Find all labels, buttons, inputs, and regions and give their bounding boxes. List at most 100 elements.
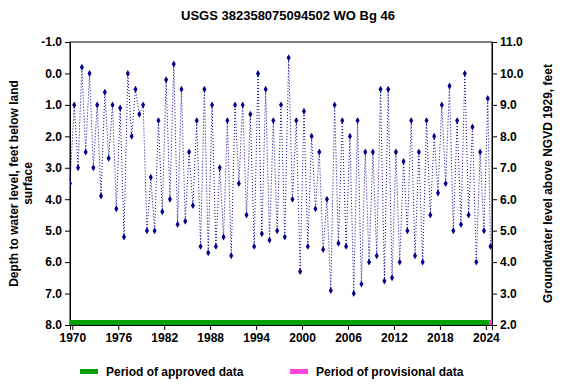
- tick-mark: [486, 325, 487, 330]
- tick-label: 2.0: [500, 318, 517, 332]
- tick: 9.0: [492, 98, 517, 112]
- tick-mark: [65, 42, 70, 43]
- data-point: [237, 180, 241, 187]
- data-point: [317, 149, 321, 156]
- y2-axis-title: Groundwater level above NGVD 1929, feet: [541, 64, 555, 303]
- data-point: [348, 133, 352, 140]
- data-point: [91, 164, 95, 171]
- tick: 3.0: [492, 287, 517, 301]
- tick-label: -1.0: [41, 35, 62, 49]
- tick-label: 1988: [197, 331, 224, 345]
- tick: 10.0: [492, 67, 524, 81]
- data-point: [356, 117, 360, 124]
- data-point: [329, 287, 333, 294]
- data-point: [268, 237, 272, 244]
- data-point: [199, 243, 203, 250]
- data-point: [130, 133, 134, 140]
- data-point: [425, 117, 429, 124]
- tick-label: 3.0: [500, 287, 517, 301]
- data-point: [474, 259, 478, 266]
- y-axis-title-line: Depth to water level, feet below land: [7, 80, 21, 287]
- data-point: [126, 70, 130, 77]
- data-point: [275, 227, 279, 234]
- y-axis-title-line: surface: [21, 162, 35, 205]
- data-point: [70, 180, 72, 187]
- tick-mark: [492, 42, 497, 43]
- tick: 1.0: [45, 98, 70, 112]
- tick-label: 2.0: [45, 130, 62, 144]
- data-point: [191, 202, 195, 209]
- data-point: [310, 133, 314, 140]
- series-line: [70, 58, 490, 294]
- tick-mark: [65, 136, 70, 137]
- y2-axis: 2.03.04.05.06.07.08.09.010.011.0: [492, 35, 524, 332]
- y-axis-title: Depth to water level, feet below landsur…: [7, 80, 35, 287]
- data-point: [88, 70, 92, 77]
- tick: 1988: [197, 325, 224, 345]
- period-bar: [70, 320, 490, 325]
- tick: 7.0: [492, 161, 517, 175]
- tick-mark: [394, 325, 395, 330]
- data-point: [375, 252, 379, 259]
- data-point: [478, 149, 482, 156]
- tick-mark: [256, 325, 257, 330]
- tick: 1970: [59, 325, 86, 345]
- tick: 1994: [243, 325, 270, 345]
- data-point: [103, 89, 107, 96]
- data-point: [107, 155, 111, 162]
- tick: 2012: [381, 325, 408, 345]
- tick-mark: [440, 325, 441, 330]
- data-point: [260, 230, 264, 237]
- tick-mark: [492, 294, 497, 295]
- tick-label: 1982: [151, 331, 178, 345]
- data-point: [432, 133, 436, 140]
- data-point: [222, 233, 226, 240]
- tick-label: 7.0: [45, 287, 62, 301]
- tick-label: 8.0: [45, 318, 62, 332]
- data-point: [172, 61, 176, 68]
- data-point: [379, 86, 383, 93]
- data-point: [409, 117, 413, 124]
- tick-mark: [492, 105, 497, 106]
- data-point: [294, 117, 298, 124]
- tick-mark: [492, 199, 497, 200]
- tick: 2.0: [492, 318, 517, 332]
- data-point: [145, 227, 149, 234]
- plot-frame: [70, 42, 492, 325]
- data-point: [264, 86, 268, 93]
- tick-label: 6.0: [45, 255, 62, 269]
- data-point: [122, 233, 126, 240]
- data-point: [405, 227, 409, 234]
- data-point: [455, 117, 459, 124]
- tick-label: 5.0: [45, 224, 62, 238]
- tick-mark: [492, 73, 497, 74]
- tick: 0.0: [45, 67, 70, 81]
- data-point: [298, 268, 302, 275]
- data-point: [72, 101, 76, 108]
- tick-label: 2006: [335, 331, 362, 345]
- data-point: [195, 117, 199, 124]
- data-point: [241, 101, 245, 108]
- data-point: [340, 117, 344, 124]
- data-point: [118, 105, 122, 112]
- data-point: [279, 101, 283, 108]
- data-point: [133, 86, 137, 93]
- tick: 2.0: [45, 130, 70, 144]
- data-point: [428, 211, 432, 218]
- data-point: [233, 101, 237, 108]
- data-point: [470, 123, 474, 130]
- data-point: [214, 243, 218, 250]
- data-point: [459, 221, 463, 228]
- data-point: [137, 111, 141, 118]
- data-point: [363, 149, 367, 156]
- data-point: [321, 246, 325, 253]
- tick: 11.0: [492, 35, 523, 49]
- data-point: [467, 211, 471, 218]
- tick-mark: [65, 294, 70, 295]
- tick-label: 1.0: [45, 98, 62, 112]
- legend-swatch: [80, 369, 98, 374]
- data-point: [488, 243, 492, 250]
- tick-label: 4.0: [45, 193, 62, 207]
- tick-mark: [492, 325, 497, 326]
- tick-label: 2018: [427, 331, 454, 345]
